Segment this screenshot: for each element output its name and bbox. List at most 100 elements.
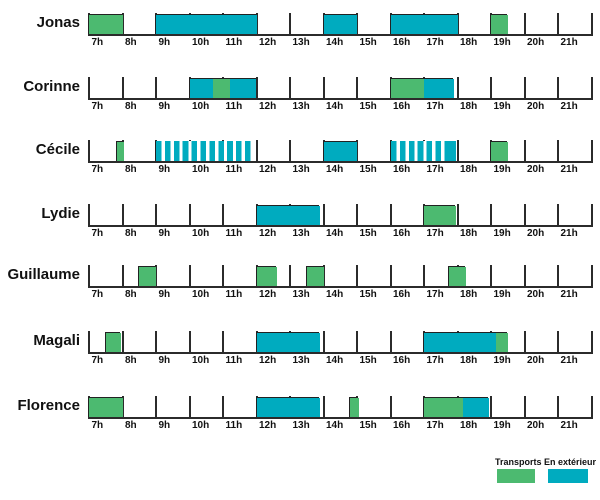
hour-tick-label: 14h — [326, 164, 344, 175]
time-axis — [88, 352, 593, 354]
hour-tick-label: 8h — [125, 101, 137, 112]
activity-segment-transports — [212, 79, 230, 98]
hour-tick-label: 17h — [426, 289, 444, 300]
activity-bar — [88, 14, 123, 34]
hour-tick — [523, 331, 526, 352]
hour-tick-label: 15h — [359, 355, 377, 366]
hour-tick — [121, 331, 124, 352]
activity-segment-exterieur — [189, 79, 213, 98]
hour-tick-label: 12h — [259, 101, 277, 112]
hour-tick — [557, 140, 559, 161]
hour-tick — [188, 204, 191, 225]
hour-tick-label: 13h — [292, 355, 310, 366]
activity-segment-exterieur — [390, 15, 458, 34]
hour-tick — [557, 331, 559, 352]
legend-swatch-transports — [497, 469, 535, 483]
hour-tick — [121, 77, 124, 98]
activity-segment-exterieur — [424, 333, 497, 352]
hour-tick-label: 16h — [393, 164, 411, 175]
activity-bar — [88, 397, 123, 417]
person-name: Florence — [17, 397, 80, 414]
hour-tick — [88, 204, 90, 225]
hour-tick-label: 8h — [125, 228, 137, 239]
hour-tick-label: 16h — [393, 355, 411, 366]
hour-tick-label: 20h — [527, 164, 545, 175]
hour-tick-label: 11h — [225, 228, 243, 239]
hour-tick-label: 9h — [158, 420, 171, 431]
activity-segment-exterieur — [156, 141, 252, 161]
activity-bar — [188, 78, 257, 98]
hour-tick — [322, 77, 325, 98]
hour-tick-label: 17h — [426, 420, 444, 431]
activity-bar — [490, 141, 508, 161]
activity-bar — [104, 332, 121, 352]
activity-segment-transports — [105, 333, 121, 352]
hour-tick — [289, 265, 291, 286]
hour-tick-label: 7h — [91, 289, 104, 300]
hour-tick-label: 16h — [393, 228, 411, 239]
hour-tick-label: 18h — [460, 420, 478, 431]
hour-tick-label: 13h — [292, 101, 310, 112]
hour-tick-label: 13h — [292, 37, 310, 48]
hour-tick-label: 15h — [359, 420, 377, 431]
hour-tick — [557, 77, 559, 98]
hour-tick-label: 21h — [560, 289, 578, 300]
hour-tick-label: 8h — [125, 355, 137, 366]
hour-tick-label: 8h — [125, 164, 137, 175]
activity-bar — [255, 332, 321, 352]
time-axis — [88, 225, 593, 227]
hour-tick-label: 7h — [91, 228, 104, 239]
hour-tick-label: 13h — [292, 164, 310, 175]
hour-tick — [557, 13, 559, 34]
activity-segment-transports — [491, 142, 508, 161]
hour-tick — [356, 13, 358, 34]
hour-tick — [289, 77, 291, 98]
activity-bar — [490, 14, 508, 34]
person-name: Jonas — [36, 14, 80, 31]
hour-tick-label: 11h — [225, 101, 243, 112]
activity-bar — [349, 397, 359, 417]
activity-segment-exterieur — [424, 79, 455, 98]
hour-tick — [188, 396, 191, 417]
hour-tick-label: 19h — [493, 164, 511, 175]
activity-bar — [389, 141, 456, 161]
hour-tick-label: 14h — [326, 289, 344, 300]
hour-tick-label: 20h — [527, 101, 545, 112]
hour-tick-label: 12h — [259, 37, 277, 48]
hour-tick-label: 12h — [259, 289, 277, 300]
hour-tick-label: 14h — [326, 228, 344, 239]
hour-tick — [523, 140, 526, 161]
time-axis — [88, 417, 593, 419]
hour-tick-label: 8h — [125, 37, 137, 48]
hour-tick-label: 12h — [259, 164, 277, 175]
hour-tick-label: 11h — [225, 355, 243, 366]
hour-tick — [322, 396, 325, 417]
activity-bar — [423, 205, 456, 225]
hour-tick-label: 21h — [560, 101, 578, 112]
hour-tick — [590, 204, 593, 225]
hour-tick — [155, 265, 157, 286]
hour-tick-label: 16h — [393, 420, 411, 431]
hour-tick-label: 17h — [426, 101, 444, 112]
hour-tick-label: 15h — [359, 164, 377, 175]
activity-segment-exterieur — [256, 333, 321, 352]
hour-tick-label: 15h — [359, 228, 377, 239]
hour-tick-label: 18h — [460, 355, 478, 366]
activity-segment-exterieur — [323, 15, 357, 34]
hour-tick-label: 18h — [460, 228, 478, 239]
hour-tick-label: 9h — [158, 228, 171, 239]
hour-tick-label: 16h — [393, 289, 411, 300]
hour-tick-label: 14h — [326, 355, 344, 366]
hour-tick-label: 20h — [527, 37, 545, 48]
hour-tick — [121, 396, 124, 417]
hour-tick-label: 9h — [158, 355, 171, 366]
activity-segment-exterieur — [256, 206, 321, 225]
hour-tick-label: 18h — [460, 101, 478, 112]
hour-tick-label: 18h — [460, 164, 478, 175]
hour-tick — [155, 204, 157, 225]
hour-tick-label: 8h — [125, 289, 137, 300]
hour-tick-label: 13h — [292, 228, 310, 239]
hour-tick-label: 10h — [192, 164, 210, 175]
hour-tick — [356, 331, 358, 352]
hour-tick-label: 21h — [560, 164, 578, 175]
